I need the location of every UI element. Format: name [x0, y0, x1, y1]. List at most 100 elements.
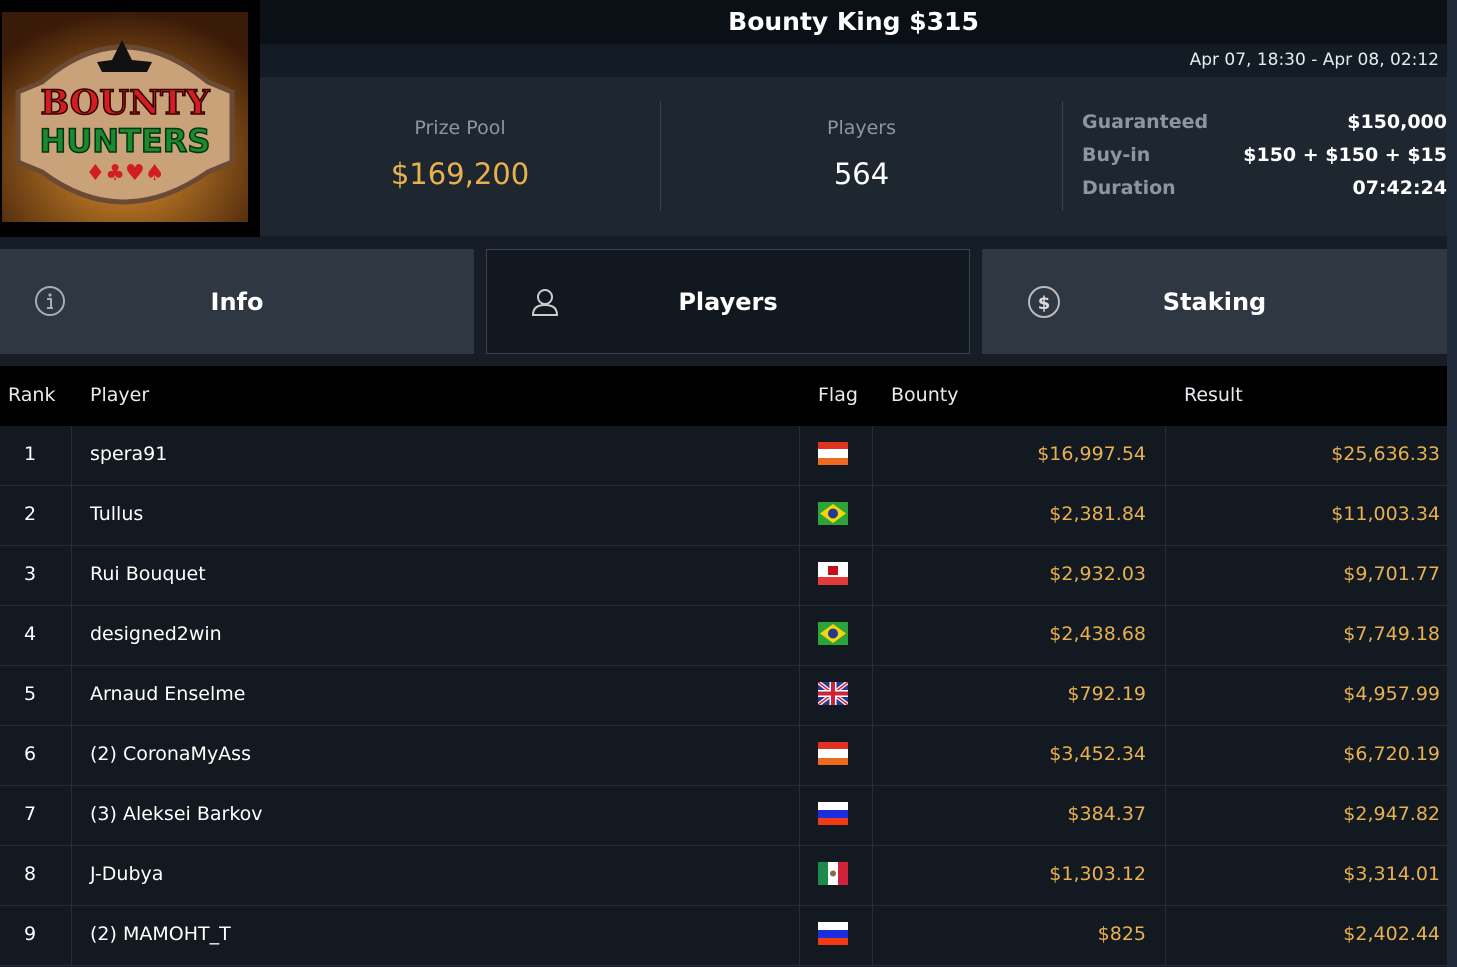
divider — [799, 606, 800, 666]
column-result[interactable]: Result — [1184, 384, 1243, 406]
result-cell: $4,957.99 — [1343, 683, 1440, 705]
bounty-cell: $792.19 — [1067, 683, 1146, 705]
divider — [872, 426, 873, 486]
divider — [71, 546, 72, 606]
table-row[interactable]: 3 Rui Bouquet $2,932.03 $9,701.77 — [0, 546, 1447, 606]
player-name[interactable]: designed2win — [90, 623, 222, 645]
tab-info[interactable]: Info — [0, 249, 474, 354]
players-value: 564 — [833, 157, 890, 191]
divider — [71, 906, 72, 966]
player-name[interactable]: Arnaud Enselme — [90, 683, 246, 705]
rank-cell: 2 — [23, 503, 37, 525]
table-header: Rank Player Flag Bounty Result — [0, 366, 1447, 426]
divider — [872, 786, 873, 846]
scrollbar[interactable] — [1447, 0, 1457, 967]
table-row[interactable]: 4 designed2win $2,438.68 $7,749.18 — [0, 606, 1447, 666]
player-name[interactable]: Rui Bouquet — [90, 563, 206, 585]
prize-pool-value: $169,200 — [390, 157, 530, 191]
rank-cell: 8 — [23, 863, 37, 885]
divider — [1165, 906, 1166, 966]
tournament-title: Bounty King $315 — [260, 0, 1447, 44]
bounty-cell: $825 — [1097, 923, 1146, 945]
bounty-cell: $2,438.68 — [1049, 623, 1146, 645]
tab-label: Staking — [1162, 287, 1267, 316]
player-name[interactable]: Tullus — [90, 503, 144, 525]
table-row[interactable]: 7 (3) Aleksei Barkov $384.37 $2,947.82 — [0, 786, 1447, 846]
svg-text:BOUNTY: BOUNTY — [40, 83, 210, 123]
rank-cell: 1 — [23, 443, 37, 465]
flag-brazil-icon — [818, 622, 848, 645]
tab-label: Players — [678, 287, 778, 316]
result-cell: $25,636.33 — [1331, 443, 1440, 465]
flag-austria-icon — [818, 442, 848, 465]
divider — [1062, 101, 1063, 211]
divider — [1165, 666, 1166, 726]
info-icon — [35, 286, 65, 316]
divider — [71, 786, 72, 846]
table-row[interactable]: 5 Arnaud Enselme $792.19 $4,957.99 — [0, 666, 1447, 726]
divider — [71, 486, 72, 546]
player-name[interactable]: spera91 — [90, 443, 168, 465]
column-rank[interactable]: Rank — [8, 384, 56, 406]
table-row[interactable]: 8 J-Dubya $1,303.12 $3,314.01 — [0, 846, 1447, 906]
divider — [872, 846, 873, 906]
rank-cell: 9 — [23, 923, 37, 945]
flag-gibraltar-icon — [818, 562, 848, 585]
player-name[interactable]: (3) Aleksei Barkov — [90, 803, 263, 825]
divider — [799, 666, 800, 726]
flag-uk-icon — [818, 682, 848, 705]
table-row[interactable]: 9 (2) MAMOHT_T $825 $2,402.44 — [0, 906, 1447, 966]
flag-mexico-icon — [818, 862, 848, 885]
divider — [71, 666, 72, 726]
rank-cell: 6 — [23, 743, 37, 765]
divider — [799, 486, 800, 546]
table-row[interactable]: 6 (2) CoronaMyAss $3,452.34 $6,720.19 — [0, 726, 1447, 786]
result-cell: $2,947.82 — [1343, 803, 1440, 825]
divider — [872, 486, 873, 546]
tournament-logo: BOUNTY HUNTERS ♦♣♥♠ — [0, 0, 260, 237]
divider — [71, 846, 72, 906]
column-bounty[interactable]: Bounty — [891, 384, 959, 406]
table-row[interactable]: 1 spera91 $16,997.54 $25,636.33 — [0, 426, 1447, 486]
divider — [1165, 606, 1166, 666]
result-cell: $3,314.01 — [1343, 863, 1440, 885]
date-range: Apr 07, 18:30 - Apr 08, 02:12 — [260, 44, 1447, 77]
result-cell: $11,003.34 — [1331, 503, 1440, 525]
bounty-cell: $1,303.12 — [1049, 863, 1146, 885]
dollar-coin-icon: $ — [1028, 286, 1060, 318]
result-cell: $9,701.77 — [1343, 563, 1440, 585]
divider — [1165, 846, 1166, 906]
divider — [872, 906, 873, 966]
divider — [799, 726, 800, 786]
player-name[interactable]: (2) CoronaMyAss — [90, 743, 251, 765]
divider — [660, 101, 661, 211]
detail-duration: Duration 07:42:24 — [1082, 177, 1447, 199]
divider — [1165, 546, 1166, 606]
divider — [1165, 426, 1166, 486]
players-stat: Players 564 — [661, 77, 1062, 236]
player-name[interactable]: J-Dubya — [90, 863, 164, 885]
result-cell: $6,720.19 — [1343, 743, 1440, 765]
divider — [71, 726, 72, 786]
rank-cell: 5 — [23, 683, 37, 705]
flag-russia-icon — [818, 802, 848, 825]
tab-staking[interactable]: $ Staking — [982, 249, 1447, 354]
player-name[interactable]: (2) MAMOHT_T — [90, 923, 231, 945]
table-row[interactable]: 2 Tullus $2,381.84 $11,003.34 — [0, 486, 1447, 546]
divider — [799, 546, 800, 606]
divider — [872, 546, 873, 606]
rank-cell: 3 — [23, 563, 37, 585]
divider — [872, 606, 873, 666]
divider — [1165, 486, 1166, 546]
divider — [799, 906, 800, 966]
divider — [1165, 786, 1166, 846]
rank-cell: 7 — [23, 803, 37, 825]
user-icon — [531, 289, 559, 316]
column-flag[interactable]: Flag — [818, 384, 858, 406]
column-player[interactable]: Player — [90, 384, 150, 406]
detail-buyin: Buy-in $150 + $150 + $15 — [1082, 144, 1447, 166]
detail-guaranteed: Guaranteed $150,000 — [1082, 111, 1447, 133]
tournament-details: Guaranteed $150,000 Buy-in $150 + $150 + $… — [1082, 111, 1447, 210]
divider — [799, 426, 800, 486]
tab-players[interactable]: Players — [486, 249, 970, 354]
